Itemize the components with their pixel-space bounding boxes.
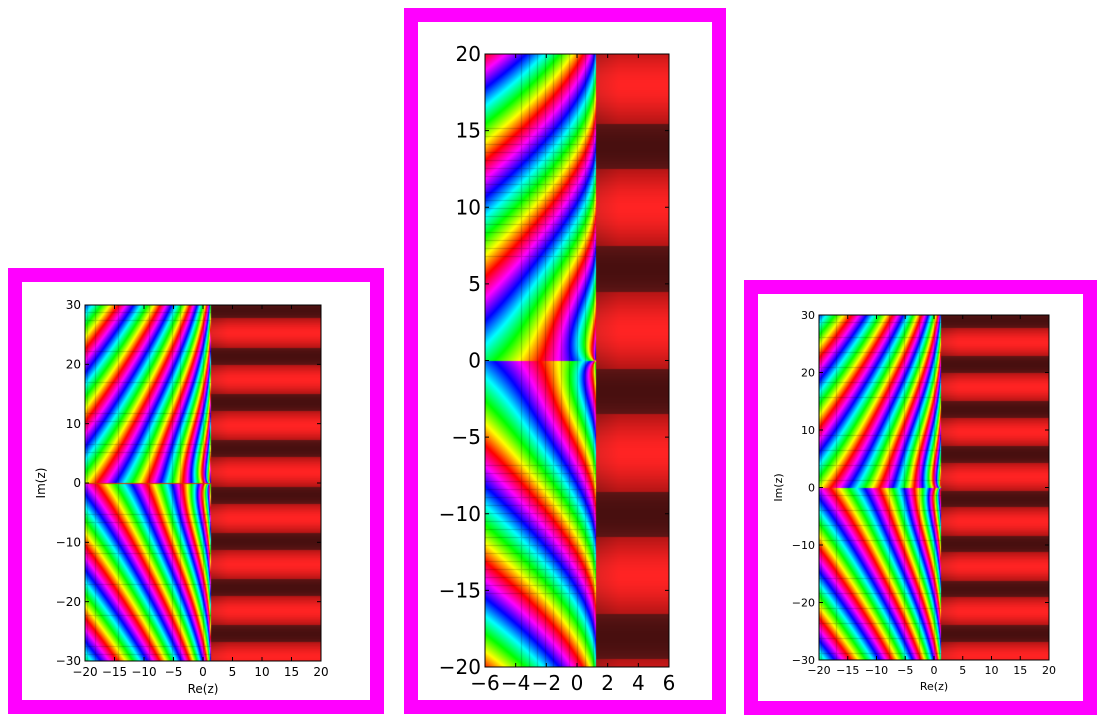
y-tick-label: −30 — [792, 654, 815, 667]
x-axis-label: Re(z) — [188, 682, 219, 696]
plot-panel-right: −20 −15 −10 −5 0 5 10 15 20 −30 −20 −10 0 10 20 30 Re(z)… — [744, 280, 1097, 715]
phase-portrait-raster — [819, 315, 1049, 660]
phase-portrait-raster — [85, 305, 321, 661]
y-tick-label: 30 — [66, 298, 81, 312]
x-tick-label: 15 — [284, 665, 299, 679]
y-tick-label: 10 — [801, 424, 815, 437]
y-tick-label: −5 — [452, 425, 481, 449]
phase-plot-left: −20 −15 −10 −5 0 5 10 15 20−30−20−100102030Re(z)… — [34, 298, 329, 696]
x-tick-label: −6 — [470, 671, 499, 695]
x-tick-label: 20 — [313, 665, 328, 679]
x-tick-label: −15 — [102, 665, 127, 679]
x-tick-label: 0 — [199, 665, 207, 679]
y-tick-label: 20 — [801, 366, 815, 379]
x-tick-label: −2 — [532, 671, 561, 695]
x-tick-label: −10 — [131, 665, 156, 679]
x-tick-label: 6 — [663, 671, 676, 695]
x-tick-label: −20 — [72, 665, 97, 679]
y-tick-label: 0 — [73, 476, 81, 490]
y-tick-label: −15 — [439, 578, 481, 602]
y-tick-label: −20 — [439, 655, 481, 679]
y-tick-label: −10 — [439, 502, 481, 526]
x-tick-label: 10 — [985, 664, 999, 677]
y-tick-label: 30 — [801, 309, 815, 322]
y-axis-label: Im(z) — [772, 473, 785, 501]
x-tick-label: 4 — [632, 671, 645, 695]
x-tick-label: −5 — [165, 665, 183, 679]
x-tick-label: 20 — [1042, 664, 1056, 677]
x-tick-label: −15 — [836, 664, 859, 677]
y-tick-label: 15 — [456, 119, 481, 143]
x-tick-label: −10 — [865, 664, 888, 677]
y-tick-label: 20 — [456, 42, 481, 66]
y-axis-label: Im(z) — [34, 468, 48, 499]
x-tick-label: 10 — [254, 665, 269, 679]
y-tick-label: −10 — [56, 536, 81, 550]
plot-panel-left: −20 −15 −10 −5 0 5 10 15 20 −30 −20 −10 0 10 20 30 Re(z)… — [8, 268, 384, 714]
x-axis-label: Re(z) — [920, 680, 948, 693]
x-tick-label: 0 — [571, 671, 584, 695]
y-tick-label: −20 — [56, 595, 81, 609]
x-tick-label: −20 — [807, 664, 830, 677]
y-tick-label: 0 — [808, 481, 815, 494]
y-tick-label: 5 — [468, 272, 481, 296]
plot-panel-center: −6 −4 −2 0 2 4 6 −20 −15 −10 −5 0 5 10 15 20 — [404, 8, 726, 714]
y-tick-label: 0 — [468, 349, 481, 373]
y-tick-label: 10 — [66, 417, 81, 431]
y-tick-label: 20 — [66, 358, 81, 372]
x-tick-label: 15 — [1013, 664, 1027, 677]
x-tick-label: 5 — [229, 665, 237, 679]
x-tick-label: −4 — [501, 671, 530, 695]
y-tick-label: −10 — [792, 539, 815, 552]
phase-portrait-raster — [485, 54, 669, 667]
y-tick-label: −20 — [792, 596, 815, 609]
x-tick-label: 2 — [601, 671, 614, 695]
x-tick-label: 5 — [959, 664, 966, 677]
x-tick-label: −5 — [897, 664, 913, 677]
y-tick-label: −30 — [56, 654, 81, 668]
x-tick-label: 0 — [931, 664, 938, 677]
phase-plot-right: −20 −15 −10 −5 0 5 10 15 20−30−20−100102030Re(z)… — [772, 309, 1056, 693]
y-tick-label: 10 — [456, 195, 481, 219]
